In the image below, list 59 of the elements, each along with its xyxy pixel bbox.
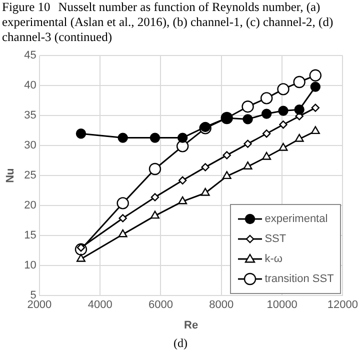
x-tick-label: 12000 [327,299,358,312]
point [294,104,304,115]
point [178,176,187,184]
point [262,130,271,138]
point [279,120,288,129]
x-tick-label: 4000 [88,299,112,312]
point [243,162,252,170]
y-tick-label: 10 [24,260,36,272]
point [222,151,231,160]
point [294,134,304,142]
y-tick-label: 40 [24,80,36,92]
point [242,114,253,124]
y-tick-label: 35 [24,110,36,122]
legend-label: SST [264,232,286,245]
point [261,108,272,119]
point [150,210,160,219]
point [222,171,232,180]
legend-label: k-ω [264,252,282,265]
point [310,82,321,92]
point [76,128,86,139]
point [148,162,162,176]
y-tick-label: 20 [24,200,36,212]
legend-label: experimental [264,212,328,225]
y-axis-title: Nu [4,168,17,183]
point [200,188,210,196]
point [177,132,188,143]
point [178,196,188,204]
point [118,229,128,238]
y-tick-label: 25 [24,170,36,182]
x-axis-title: Re [184,319,198,332]
x-tick-label: 10000 [266,299,298,312]
point [118,132,128,143]
x-tick-label: 6000 [148,299,173,312]
y-tick-label: 30 [24,140,36,152]
point [201,163,210,172]
point [262,152,272,160]
point [150,132,160,143]
point [76,254,86,262]
point [150,193,160,202]
x-tick-label: 2000 [27,299,52,312]
point [277,83,290,96]
point [293,76,306,88]
point [309,69,322,82]
point [278,142,288,151]
y-tick-label: 15 [24,230,36,242]
text: (d) [172,336,188,351]
point [244,140,252,148]
y-tick-label: 45 [24,50,36,62]
point [118,214,127,222]
point [310,126,320,134]
y-tick-label: 5 [30,290,36,302]
point [311,104,320,112]
x-tick-label: 8000 [209,299,234,312]
point [242,100,254,113]
point [260,92,273,104]
chart-title: Figure 10 Nusselt number as function of Reynolds number, (a) experimental (Aslan et al., 2016), (b) channel-1, (c) channel-2, (d) channel-3 (continued) [2,0,334,45]
point [116,197,129,210]
point [278,106,288,116]
legend-label: transition SST [264,272,334,285]
